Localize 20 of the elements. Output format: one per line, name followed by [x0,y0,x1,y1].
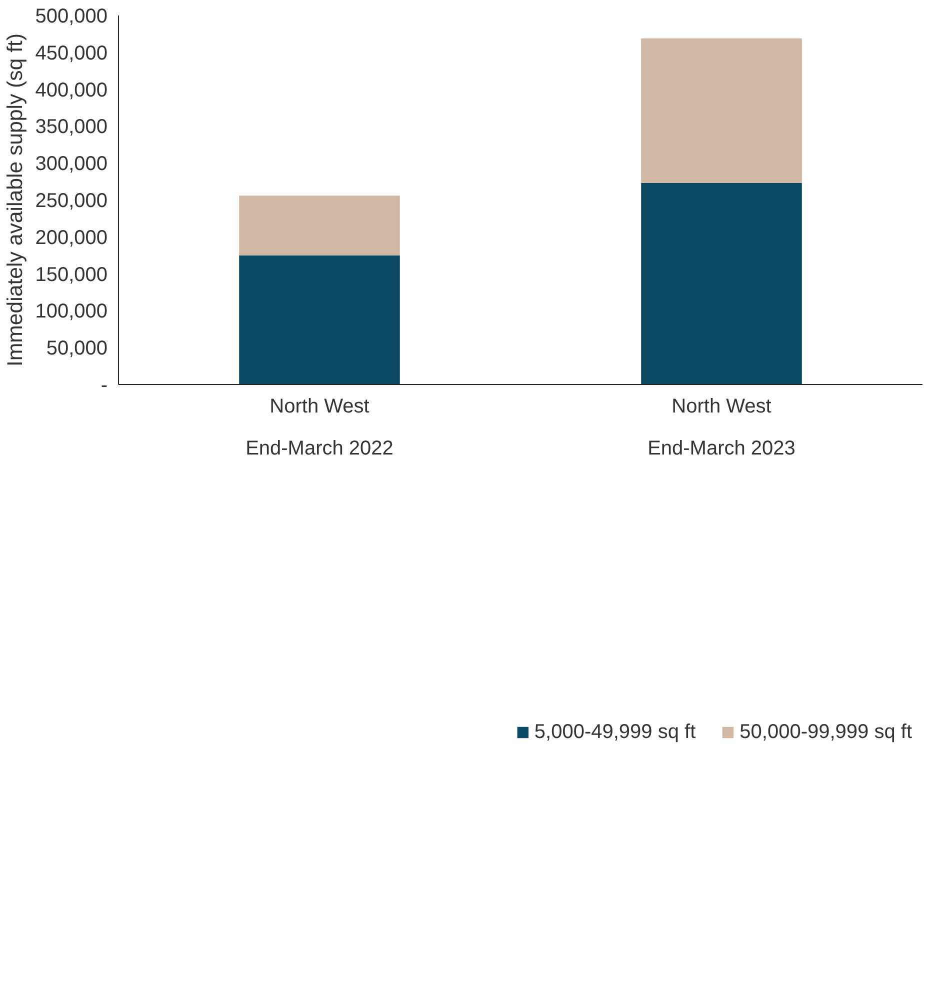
legend-label: 5,000-49,999 sq ft [534,720,696,744]
y-tick-label: 450,000 [35,42,108,64]
bar [641,38,802,184]
y-axis-title: Immediately available supply (sq ft) [3,33,28,367]
x-tick-label: North West End-March 2023 [648,396,796,460]
y-tick-label: 350,000 [35,116,108,138]
bar [641,183,802,384]
y-tick-label: 100,000 [35,300,108,323]
y-tick-label: 400,000 [35,79,108,102]
y-tick-label: 500,000 [35,6,108,28]
legend-label: 50,000-99,999 sq ft [740,720,912,744]
y-tick-label: 300,000 [35,153,108,176]
bar [239,255,400,384]
y-tick-label: 50,000 [46,338,108,360]
y-tick-label: 150,000 [35,264,108,286]
x-tick-label: North West End-March 2022 [246,396,394,460]
y-tick-label: - [100,374,108,396]
bar [239,196,400,256]
y-tick-label: 200,000 [35,226,108,249]
y-tick-label: 250,000 [35,190,108,212]
